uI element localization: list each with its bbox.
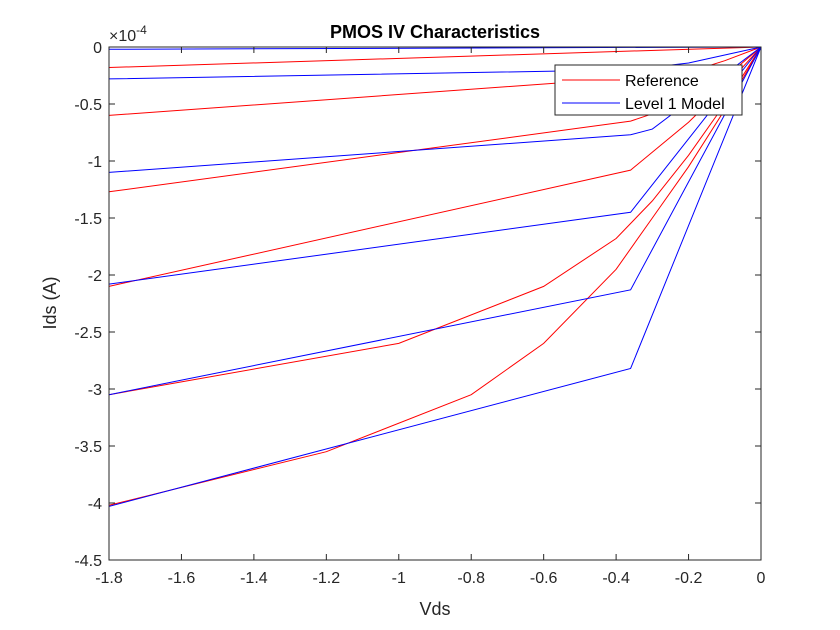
x-tick-label: 0: [757, 570, 766, 587]
y-tick-label: 0: [93, 40, 102, 57]
x-tick-label: -1: [392, 570, 406, 587]
y-tick-label: -3.5: [74, 439, 102, 456]
y-tick-label: -2.5: [74, 325, 102, 342]
y-tick-label: -3: [88, 382, 102, 399]
y-tick-label: -4.5: [74, 553, 102, 570]
plot-background: [109, 47, 761, 560]
y-axis-title: Ids (A): [40, 276, 60, 329]
y-tick-label: -2: [88, 268, 102, 285]
chart-title: PMOS IV Characteristics: [330, 22, 540, 42]
x-tick-label: -0.8: [457, 570, 485, 587]
series-line-model-5: [108, 46, 762, 396]
legend-label-reference: Reference: [625, 73, 699, 90]
y-multiplier-label: ×10-4: [109, 23, 147, 45]
x-tick-label: -0.4: [602, 570, 630, 587]
legend-box: [554, 64, 743, 116]
legend-label-model: Level 1 Model: [625, 96, 725, 113]
series-line-model-6: [108, 46, 762, 507]
series-line-reference-6: [108, 46, 762, 506]
x-tick-label: -1.2: [313, 570, 341, 587]
y-tick-label: -4: [88, 496, 102, 513]
y-tick-label: -1: [88, 154, 102, 171]
x-axis-title: Vds: [419, 599, 450, 619]
plot-axes-box: [108, 46, 762, 561]
y-multiplier-exponent: -4: [136, 23, 147, 37]
x-tick-label: -1.4: [240, 570, 268, 587]
legend: Reference Level 1 Model: [554, 64, 743, 116]
y-tick-label: -0.5: [74, 97, 102, 114]
y-tick-label: -1.5: [74, 211, 102, 228]
x-tick-label: -0.2: [675, 570, 703, 587]
x-tick-label: -0.6: [530, 570, 558, 587]
x-tick-label: -1.8: [95, 570, 123, 587]
x-tick-label: -1.6: [168, 570, 196, 587]
series-line-reference-1: [108, 46, 762, 69]
y-multiplier-base: ×10: [109, 28, 136, 45]
ticks-group: -1.8 -1.6 -1.4 -1.2 -1 -0.8 -0.6 -0.4 -0.2 0 0 -0.5…: [74, 40, 765, 587]
